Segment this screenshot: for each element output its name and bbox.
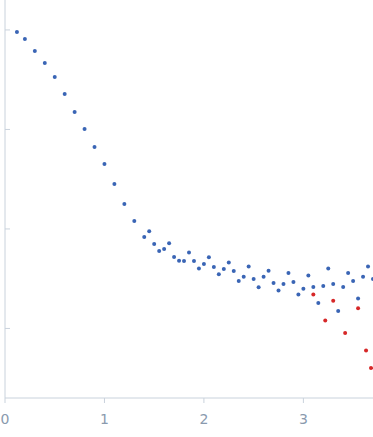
data-point xyxy=(262,275,266,279)
plot-area xyxy=(15,30,373,370)
data-point xyxy=(331,282,335,286)
data-point xyxy=(361,275,365,279)
x-tick-label: 1 xyxy=(100,411,109,427)
data-point xyxy=(33,49,37,53)
data-point xyxy=(326,267,330,271)
data-point xyxy=(237,279,241,283)
data-point xyxy=(371,277,373,281)
data-point xyxy=(157,249,161,253)
data-point xyxy=(281,282,285,286)
data-point xyxy=(182,259,186,263)
y-tick xyxy=(5,328,10,329)
data-point xyxy=(346,271,350,275)
data-point xyxy=(277,289,281,293)
data-point xyxy=(341,285,345,289)
data-point xyxy=(301,287,305,291)
data-point xyxy=(15,30,19,34)
data-point xyxy=(43,61,47,65)
data-point xyxy=(227,261,231,265)
data-point xyxy=(257,285,261,289)
x-tick-label: 2 xyxy=(199,411,208,427)
data-point xyxy=(152,242,156,246)
data-point xyxy=(247,264,251,268)
data-point xyxy=(102,162,106,166)
data-point xyxy=(122,202,126,206)
data-point xyxy=(232,269,236,273)
data-point xyxy=(172,255,176,259)
data-point xyxy=(112,182,116,186)
x-axis xyxy=(5,398,373,399)
data-point xyxy=(331,299,335,303)
data-point xyxy=(132,219,136,223)
data-point xyxy=(356,297,360,301)
data-point xyxy=(351,279,355,283)
y-axis xyxy=(5,0,6,398)
data-point xyxy=(316,301,320,305)
data-point xyxy=(192,259,196,263)
data-point xyxy=(167,241,171,245)
data-point xyxy=(323,319,327,323)
data-point xyxy=(207,255,211,259)
data-point xyxy=(286,271,290,275)
data-point xyxy=(63,92,67,96)
data-point xyxy=(321,284,325,288)
data-point xyxy=(242,275,246,279)
x-tick xyxy=(303,398,304,403)
data-point xyxy=(222,267,226,271)
data-point xyxy=(369,366,373,370)
x-tick xyxy=(203,398,204,403)
data-point xyxy=(73,110,77,114)
data-point xyxy=(311,292,315,296)
data-point xyxy=(83,127,87,131)
data-point xyxy=(267,269,271,273)
data-point xyxy=(147,229,151,233)
data-point xyxy=(23,37,27,41)
y-tick xyxy=(5,228,10,229)
data-point xyxy=(142,235,146,239)
chart: 0 1 2 3 xyxy=(0,0,373,437)
data-point xyxy=(366,264,370,268)
x-tick-label: 3 xyxy=(299,411,308,427)
y-tick xyxy=(5,29,10,30)
x-tick-label: 0 xyxy=(1,411,10,427)
data-point xyxy=(162,247,166,251)
x-tick xyxy=(5,398,6,403)
data-point xyxy=(187,250,191,254)
data-point xyxy=(272,281,276,285)
data-point xyxy=(177,259,181,263)
data-point xyxy=(217,272,221,276)
y-tick xyxy=(5,129,10,130)
data-point xyxy=(197,267,201,271)
data-point xyxy=(212,265,216,269)
data-point xyxy=(93,145,97,149)
x-tick xyxy=(104,398,105,403)
data-point xyxy=(296,292,300,296)
data-point xyxy=(252,277,256,281)
data-point xyxy=(311,285,315,289)
data-point xyxy=(364,349,368,353)
data-point xyxy=(336,309,340,313)
data-point xyxy=(356,306,360,310)
data-point xyxy=(291,280,295,284)
data-point xyxy=(202,262,206,266)
data-point xyxy=(343,331,347,335)
data-point xyxy=(53,75,57,79)
data-point xyxy=(306,274,310,278)
